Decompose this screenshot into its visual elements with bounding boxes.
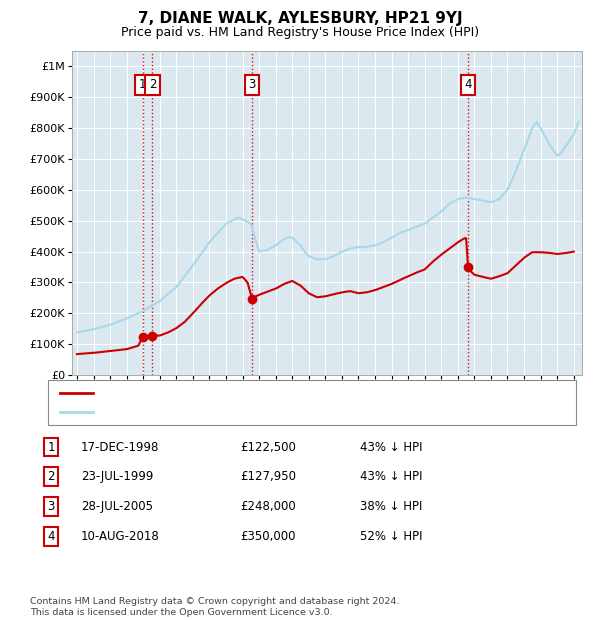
- Text: 3: 3: [47, 500, 55, 513]
- Text: HPI: Average price, detached house, Buckinghamshire: HPI: Average price, detached house, Buck…: [99, 407, 402, 417]
- Text: 7, DIANE WALK, AYLESBURY, HP21 9YJ (detached house): 7, DIANE WALK, AYLESBURY, HP21 9YJ (deta…: [99, 389, 412, 399]
- Text: 52% ↓ HPI: 52% ↓ HPI: [360, 530, 422, 542]
- Text: £248,000: £248,000: [240, 500, 296, 513]
- Text: 1: 1: [139, 78, 146, 91]
- Text: £350,000: £350,000: [240, 530, 296, 542]
- Text: £122,500: £122,500: [240, 441, 296, 453]
- Text: 10-AUG-2018: 10-AUG-2018: [81, 530, 160, 542]
- Text: 43% ↓ HPI: 43% ↓ HPI: [360, 441, 422, 453]
- Text: 2: 2: [149, 78, 156, 91]
- Text: 1: 1: [47, 441, 55, 453]
- Text: 3: 3: [248, 78, 256, 91]
- Text: 38% ↓ HPI: 38% ↓ HPI: [360, 500, 422, 513]
- Text: 4: 4: [464, 78, 472, 91]
- Text: 2: 2: [47, 471, 55, 483]
- Text: 17-DEC-1998: 17-DEC-1998: [81, 441, 160, 453]
- Text: £127,950: £127,950: [240, 471, 296, 483]
- Text: Contains HM Land Registry data © Crown copyright and database right 2024.
This d: Contains HM Land Registry data © Crown c…: [30, 598, 400, 617]
- Text: 7, DIANE WALK, AYLESBURY, HP21 9YJ: 7, DIANE WALK, AYLESBURY, HP21 9YJ: [137, 11, 463, 26]
- Text: 23-JUL-1999: 23-JUL-1999: [81, 471, 154, 483]
- Text: 28-JUL-2005: 28-JUL-2005: [81, 500, 153, 513]
- Text: 43% ↓ HPI: 43% ↓ HPI: [360, 471, 422, 483]
- Text: Price paid vs. HM Land Registry's House Price Index (HPI): Price paid vs. HM Land Registry's House …: [121, 26, 479, 39]
- Text: 4: 4: [47, 530, 55, 542]
